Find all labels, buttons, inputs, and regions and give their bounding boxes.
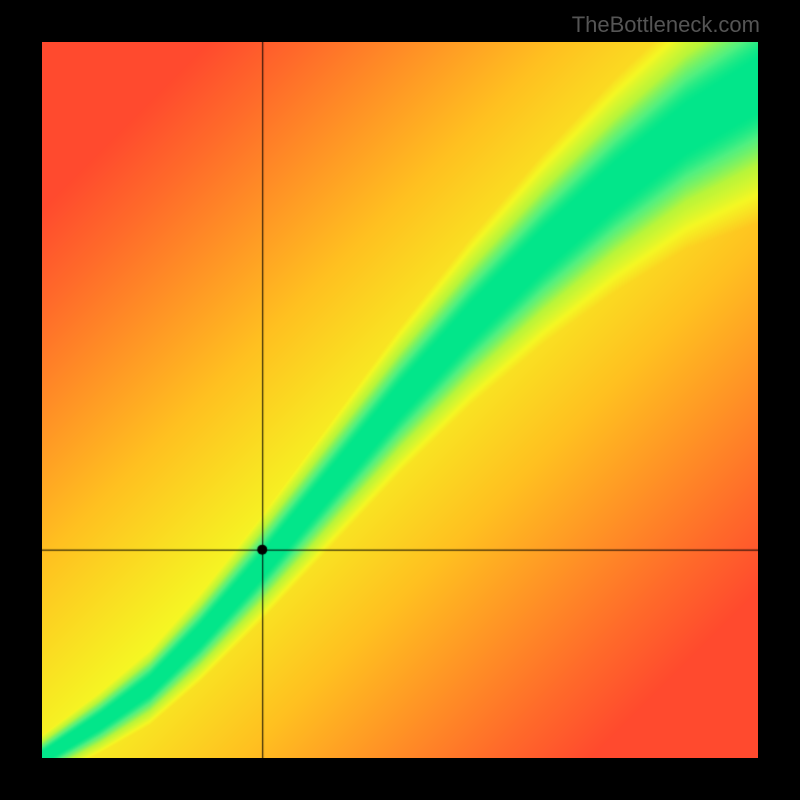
- heatmap-canvas: [42, 42, 758, 758]
- watermark-text: TheBottleneck.com: [572, 12, 760, 38]
- chart-container: TheBottleneck.com: [0, 0, 800, 800]
- chart-area: [42, 42, 758, 758]
